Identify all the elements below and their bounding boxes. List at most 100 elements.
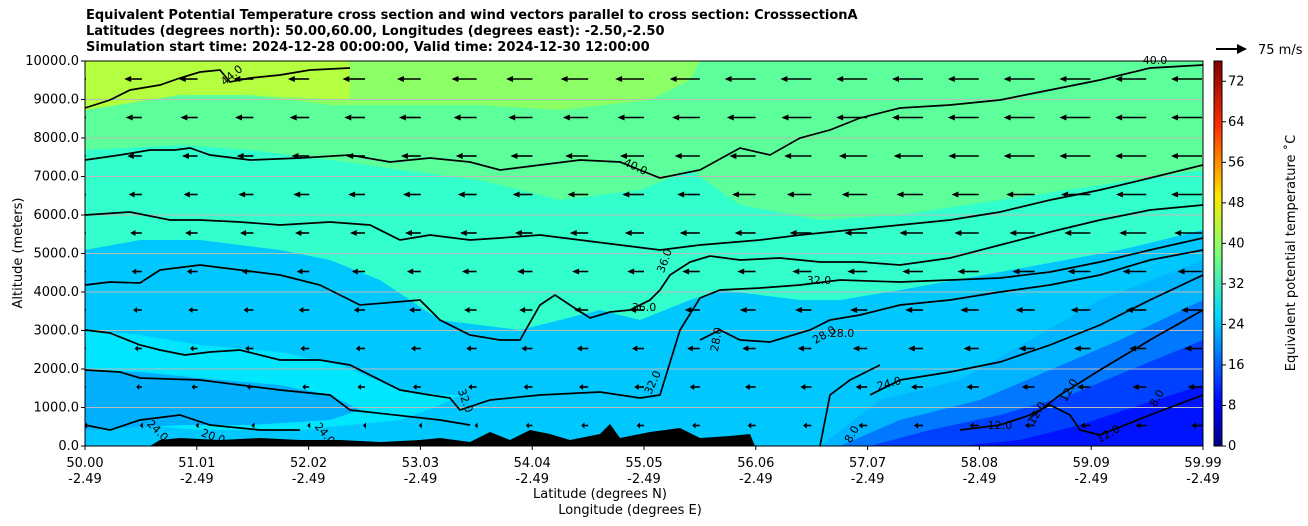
x-tick-latitude: 50.00 [66, 456, 103, 471]
wind-vector [1174, 230, 1202, 236]
wind-vector [911, 384, 923, 390]
wind-vector [560, 76, 589, 82]
wind-vector [131, 268, 142, 275]
wind-vector [572, 268, 589, 275]
wind-vector [729, 153, 756, 159]
wind-vector [689, 384, 700, 390]
wind-vector [133, 307, 142, 313]
y-gridlines [85, 99, 1203, 408]
colorbar-tick: 56 [1222, 155, 1245, 170]
wind-vector [188, 307, 198, 313]
y-tick: 2000.0 [34, 362, 85, 377]
wind-vector [468, 384, 477, 390]
colorbar-tick-label: 8 [1228, 398, 1236, 413]
wind-vector [1080, 422, 1091, 429]
wind-vector [353, 307, 365, 313]
colorbar-tick-label: 48 [1228, 196, 1245, 211]
wind-vector [396, 76, 421, 82]
wind-vector [241, 268, 254, 275]
contour-label: 12.0 [988, 419, 1013, 432]
x-tick: 59.09-2.49 [1073, 446, 1110, 487]
wind-vector [1135, 422, 1147, 429]
wind-vector [1119, 230, 1147, 236]
wind-vector [474, 422, 478, 429]
wind-vector [404, 230, 421, 236]
x-tick-longitude: -2.49 [739, 472, 773, 487]
x-tick-longitude: -2.49 [180, 472, 214, 487]
wind-vector [508, 114, 533, 121]
colorbar-tick: 32 [1222, 277, 1245, 292]
wind-vector [85, 193, 86, 196]
contour-line-40a [85, 64, 1203, 179]
wind-vector [1061, 191, 1091, 198]
wind-vector [363, 422, 366, 429]
wind-vector [130, 230, 142, 236]
wind-vector [1171, 114, 1202, 121]
y-tick-label: 4000.0 [34, 285, 80, 300]
wind-vector [453, 114, 477, 121]
colorbar-tick: 0 [1222, 439, 1236, 454]
wind-vector [1115, 114, 1147, 121]
wind-vector [963, 345, 979, 352]
wind-vector [836, 76, 868, 82]
wind-vector [732, 191, 756, 198]
y-tick-label: 1000.0 [34, 401, 80, 416]
wind-vector [838, 153, 868, 159]
x-tick: 55.05-2.49 [625, 446, 663, 487]
wind-vector [1129, 345, 1147, 352]
colorbar-tick: 72 [1222, 74, 1245, 89]
wind-vector [847, 268, 868, 275]
x-tick: 50.00-2.49 [66, 446, 104, 487]
wind-vector [1064, 230, 1091, 236]
x-tick-latitude: 59.09 [1073, 456, 1110, 471]
wind-vector [850, 307, 868, 313]
wind-vector [634, 384, 644, 390]
colorbar-tick-label: 16 [1228, 358, 1245, 373]
y-tick: 10000.0 [25, 54, 85, 69]
wind-vector [523, 384, 533, 390]
wind-vector [180, 114, 198, 121]
wind-vector [289, 114, 310, 121]
wind-vector [1122, 268, 1147, 275]
x-tick-longitude: -2.49 [1186, 472, 1220, 487]
x-tick: 54.04-2.49 [514, 446, 551, 487]
wind-vector [687, 345, 700, 352]
wind-vector [855, 384, 868, 390]
colorbar-tick: 64 [1222, 115, 1245, 130]
wind-vector [745, 384, 756, 390]
wind-vector [966, 384, 979, 390]
x-tick: 56.06-2.49 [737, 446, 774, 487]
wind-vector [905, 307, 923, 313]
wind-vector [1015, 307, 1035, 313]
wind-vector [1177, 268, 1202, 275]
x-tick-latitude: 55.05 [625, 456, 662, 471]
wind-vector [836, 114, 868, 121]
wind-vector [581, 422, 589, 429]
y-tick: 0.0 [58, 439, 85, 454]
wind-vector [726, 114, 756, 121]
x-tick-latitude: 57.07 [849, 456, 886, 471]
wind-vector [1115, 76, 1147, 82]
x-tick-longitude: -2.49 [68, 472, 102, 487]
wind-vector [506, 76, 533, 82]
wind-vector [287, 76, 310, 82]
wind-vector [346, 153, 365, 159]
wind-vector [298, 307, 310, 313]
wind-vector [1070, 307, 1091, 313]
wind-vector [739, 307, 756, 313]
wind-vector [412, 384, 421, 390]
wind-vector [525, 422, 533, 429]
wind-vector [464, 307, 477, 313]
wind-vector [234, 114, 254, 121]
y-tick-label: 2000.0 [34, 362, 80, 377]
x-tick-latitude: 52.02 [290, 456, 327, 471]
wind-vector [794, 307, 812, 313]
wind-vector [357, 384, 365, 390]
wind-vector [960, 307, 979, 313]
wind-vector [786, 191, 812, 198]
wind-vector [451, 76, 477, 82]
chart-title-line-1: Equivalent Potential Temperature cross s… [86, 8, 858, 23]
wind-vector [1115, 153, 1147, 159]
wind-vector [1077, 384, 1091, 390]
wind-vector [245, 345, 254, 352]
